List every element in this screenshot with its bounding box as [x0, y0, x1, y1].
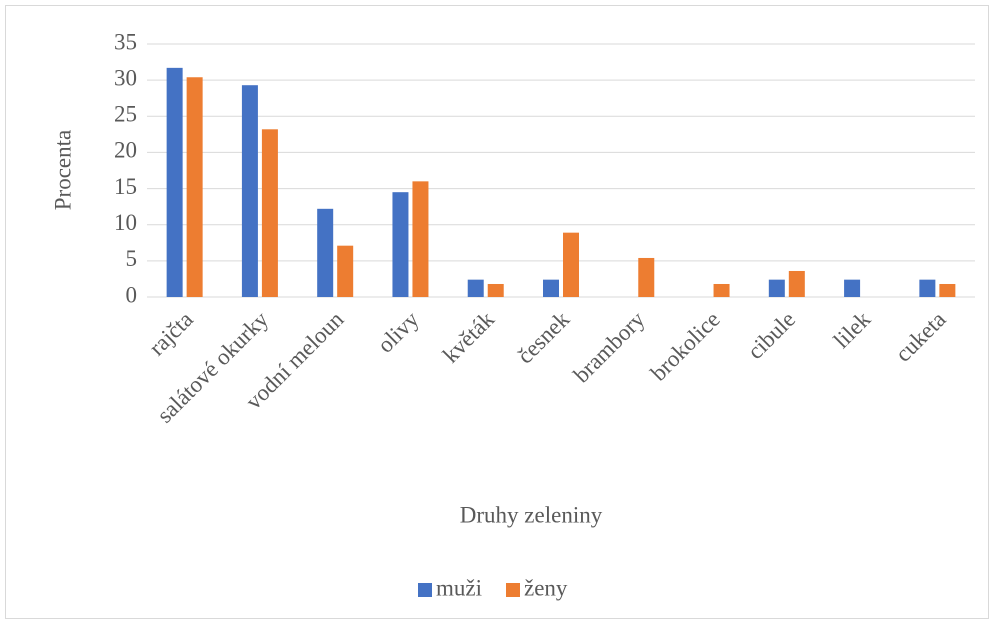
- y-tick-label: 0: [126, 282, 138, 307]
- legend-swatch: [506, 583, 520, 597]
- y-tick-label: 30: [114, 65, 137, 90]
- y-axis-title: Procenta: [50, 130, 75, 210]
- x-axis-title: Druhy zeleniny: [460, 502, 603, 527]
- y-tick-label: 10: [114, 210, 137, 235]
- bar: [788, 270, 805, 297]
- legend-swatch: [418, 583, 432, 597]
- bar: [939, 283, 956, 297]
- bar: [261, 129, 278, 297]
- y-tick-label: 25: [114, 102, 137, 127]
- legend-label: ženy: [524, 575, 568, 600]
- y-tick-label: 35: [114, 29, 137, 54]
- bar: [919, 279, 936, 297]
- bar: [337, 245, 354, 297]
- bar: [563, 232, 579, 297]
- bar: [638, 257, 655, 297]
- bar: [844, 279, 861, 297]
- bar: [392, 192, 409, 297]
- y-tick-label: 5: [126, 246, 138, 271]
- bar: [186, 77, 203, 297]
- bar: [166, 67, 183, 298]
- bar: [412, 181, 429, 297]
- bar: [713, 283, 730, 297]
- bar: [317, 208, 334, 297]
- bar: [241, 85, 258, 298]
- legend-label: muži: [436, 575, 482, 600]
- bar: [768, 279, 785, 297]
- bar: [487, 283, 504, 297]
- bar: [467, 279, 484, 297]
- bar: [543, 279, 559, 297]
- y-tick-label: 15: [114, 174, 137, 199]
- y-tick-label: 20: [114, 138, 137, 163]
